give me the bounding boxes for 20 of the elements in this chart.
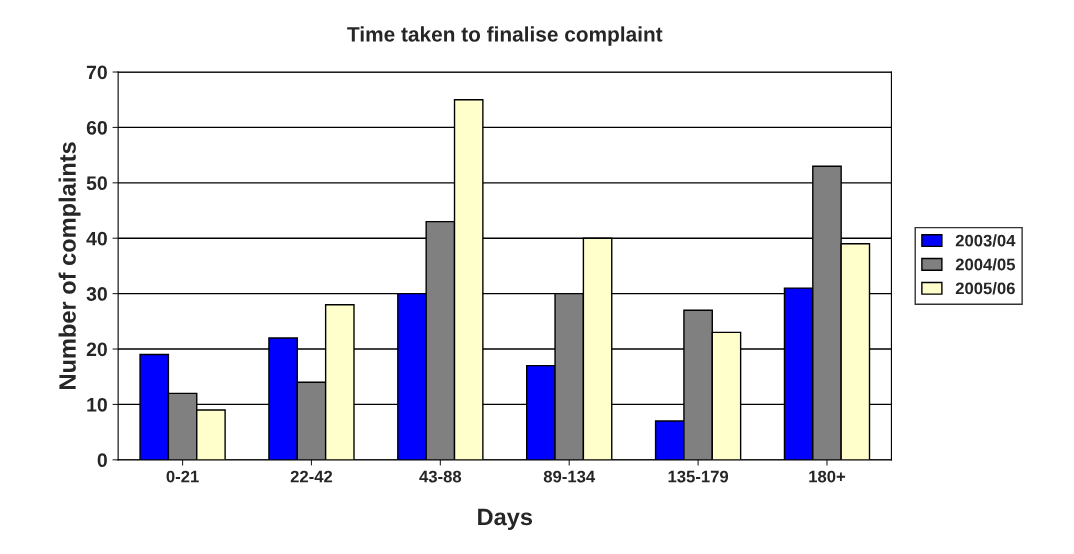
legend-label: 2005/06 xyxy=(955,282,1015,295)
legend-label: 2004/05 xyxy=(955,258,1015,271)
x-tick-label: 43-88 xyxy=(419,470,462,483)
legend-label: 2003/04 xyxy=(955,234,1016,247)
chart-title: Time taken to finalise complaint xyxy=(347,26,663,46)
y-tick-label: 60 xyxy=(86,120,107,135)
y-tick-label: 20 xyxy=(86,342,107,357)
x-tick-label: 89-134 xyxy=(543,470,596,483)
y-tick-label: 30 xyxy=(86,287,107,301)
x-tick-label: 0-21 xyxy=(166,470,199,483)
y-tick-label: 0 xyxy=(97,453,107,468)
y-tick-label: 40 xyxy=(86,231,107,246)
y-tick-label: 50 xyxy=(86,176,107,191)
x-axis-title: Days xyxy=(478,508,533,531)
y-tick-label: 70 xyxy=(86,65,107,80)
x-tick-label: 180+ xyxy=(809,470,846,483)
x-tick-label: 22-42 xyxy=(290,470,333,483)
y-axis-title: Number of complaints xyxy=(58,142,81,389)
x-tick-label: 135-179 xyxy=(668,470,729,483)
y-tick-label: 10 xyxy=(87,397,107,412)
